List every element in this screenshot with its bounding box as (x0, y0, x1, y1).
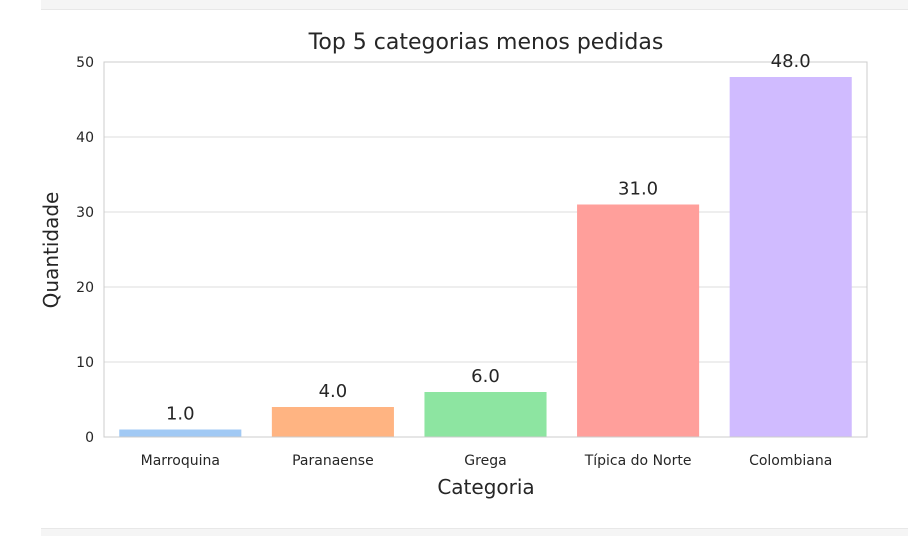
x-tick-labels: Marroquina Paranaense Grega Típica do Norte… (141, 453, 833, 469)
y-tick-label: 50 (76, 55, 94, 71)
bar (119, 429, 242, 437)
bar (271, 407, 394, 437)
y-tick-labels: 0 10 20 30 40 50 (76, 55, 94, 446)
x-tick-label: Típica do Norte (584, 453, 692, 469)
data-label: 1.0 (166, 404, 195, 425)
bars (119, 77, 852, 437)
data-label: 6.0 (471, 366, 500, 387)
x-tick-label: Marroquina (141, 453, 220, 469)
bar (577, 204, 700, 437)
bar (729, 77, 852, 437)
x-axis-label: Categoria (437, 475, 534, 499)
cell-divider-top (41, 0, 908, 10)
data-label: 31.0 (618, 179, 658, 200)
x-tick-label: Grega (464, 453, 506, 469)
x-tick-label: Colombiana (749, 453, 832, 469)
y-tick-label: 20 (76, 280, 94, 296)
y-tick-label: 10 (76, 355, 94, 371)
x-tick-label: Paranaense (292, 453, 374, 469)
y-tick-label: 40 (76, 130, 94, 146)
y-tick-label: 30 (76, 205, 94, 221)
data-label: 4.0 (319, 381, 348, 402)
bar (424, 392, 547, 437)
plot-frame (103, 61, 868, 438)
y-axis-label: Quantidade (39, 192, 63, 309)
data-label: 48.0 (771, 51, 811, 72)
y-tick-label: 0 (85, 430, 94, 446)
cell-divider-bottom (41, 528, 908, 536)
data-labels: 1.0 4.0 6.0 31.0 48.0 (166, 51, 811, 425)
chart-title: Top 5 categorias menos pedidas (308, 30, 664, 55)
